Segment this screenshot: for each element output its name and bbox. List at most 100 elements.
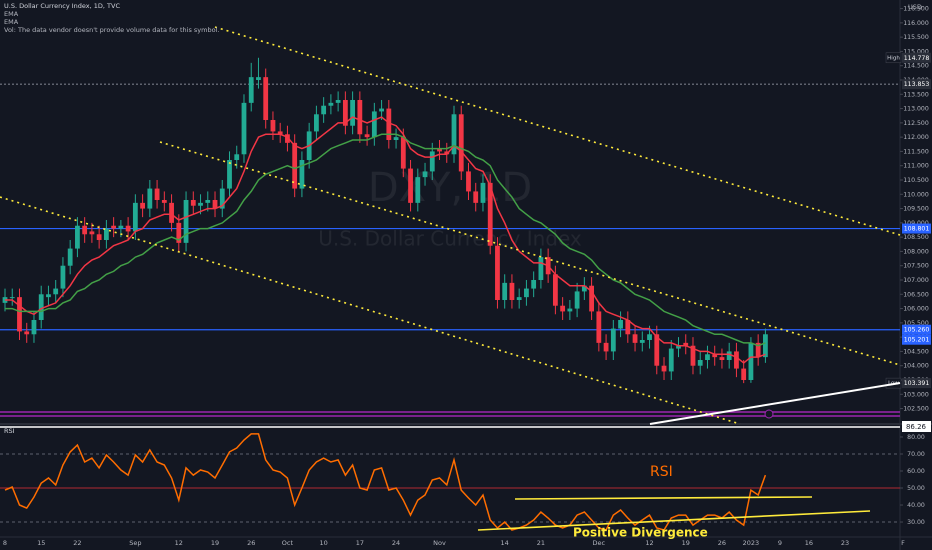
y-tick-label: 113.000 bbox=[903, 106, 929, 113]
candle-body bbox=[495, 245, 500, 300]
y-tick-label: 112.000 bbox=[903, 134, 929, 141]
y-tick-label: 116.500 bbox=[903, 6, 929, 13]
candle-body bbox=[516, 297, 522, 300]
candle-body bbox=[321, 105, 327, 115]
candle-body bbox=[400, 137, 406, 169]
candle-body bbox=[234, 154, 240, 160]
candle-body bbox=[357, 100, 363, 135]
candle-body bbox=[292, 142, 298, 189]
candle-body bbox=[386, 108, 392, 140]
candle-body bbox=[705, 354, 710, 360]
candle-body bbox=[437, 148, 442, 152]
candle-body bbox=[589, 285, 594, 312]
candle-body bbox=[219, 188, 225, 209]
candle-body bbox=[560, 305, 566, 312]
rsi-tick-label: 40.00 bbox=[907, 502, 925, 509]
candle-body bbox=[53, 288, 59, 295]
y-tick-label: 109.500 bbox=[903, 206, 929, 213]
y-tick-label: 106.500 bbox=[903, 291, 929, 298]
candle-body bbox=[335, 100, 341, 103]
y-tick-label: 104.000 bbox=[903, 363, 929, 370]
candle-body bbox=[82, 225, 88, 235]
candle-body bbox=[46, 294, 51, 298]
x-tick-label: 12 bbox=[645, 539, 653, 547]
x-tick-label: 26 bbox=[718, 539, 726, 547]
indicator-tag-label: 86.26 bbox=[906, 423, 927, 431]
y-tick-label: 104.500 bbox=[903, 348, 929, 355]
candle-body bbox=[198, 202, 203, 206]
x-tick-label: 15 bbox=[37, 539, 45, 547]
candle-body bbox=[538, 257, 544, 280]
x-tick-label: 8 bbox=[3, 539, 7, 547]
y-tick-label: 109.000 bbox=[903, 220, 929, 227]
annotation: Positive Divergence bbox=[573, 526, 708, 540]
candle-body bbox=[466, 171, 471, 192]
y-tick-label: 113.500 bbox=[903, 91, 929, 98]
candle-body bbox=[618, 320, 623, 329]
candle-body bbox=[299, 160, 305, 189]
price-tag bbox=[902, 334, 931, 345]
rsi-tick-label: 70.00 bbox=[907, 451, 925, 458]
x-tick-label: 17 bbox=[356, 539, 364, 547]
candle-body bbox=[241, 102, 247, 155]
legend-entry: EMA bbox=[4, 10, 19, 18]
y-tick-label: 102.500 bbox=[903, 406, 929, 413]
candle-body bbox=[502, 282, 508, 300]
candle-body bbox=[111, 225, 117, 229]
y-tick-label: 108.000 bbox=[903, 248, 929, 255]
currency-label: USD bbox=[908, 3, 922, 11]
candle-body bbox=[480, 182, 486, 203]
candle-body bbox=[364, 134, 370, 138]
candle-body bbox=[712, 354, 718, 358]
x-tick-label: 22 bbox=[73, 539, 81, 547]
candle-body bbox=[719, 357, 725, 360]
candle-body bbox=[132, 202, 138, 232]
event-icon[interactable] bbox=[764, 409, 774, 419]
price-tag bbox=[902, 324, 931, 335]
candle-body bbox=[444, 151, 450, 155]
y-tick-label: 110.500 bbox=[903, 177, 929, 184]
candle-body bbox=[422, 171, 428, 178]
candle-body bbox=[697, 360, 703, 366]
candle-body bbox=[60, 265, 66, 289]
rsi-label: RSI bbox=[4, 427, 15, 435]
x-tick-label: 16 bbox=[805, 539, 813, 547]
rsi-trend-line bbox=[514, 496, 813, 500]
y-tick-label: 115.500 bbox=[903, 34, 929, 41]
candle-body bbox=[190, 200, 196, 206]
candle-body bbox=[458, 114, 464, 172]
x-tick-label: Nov bbox=[433, 539, 446, 547]
candle-body bbox=[661, 365, 667, 372]
candle-body bbox=[75, 225, 80, 249]
candle-body bbox=[314, 114, 319, 132]
candle-body bbox=[596, 311, 602, 343]
candle-body bbox=[451, 114, 457, 155]
ema-line bbox=[5, 116, 766, 364]
candle-body bbox=[103, 228, 109, 240]
candle-body bbox=[89, 231, 95, 235]
candle-body bbox=[350, 100, 356, 126]
candle-body bbox=[552, 274, 558, 306]
candle-body bbox=[38, 294, 44, 320]
x-tick-label: 2023 bbox=[743, 539, 760, 547]
y-tick-label: 107.000 bbox=[903, 277, 929, 284]
candle-body bbox=[683, 342, 689, 346]
y-tick-label: 112.500 bbox=[903, 120, 929, 127]
y-tick-label: 107.500 bbox=[903, 263, 929, 270]
candle-body bbox=[256, 77, 261, 80]
candle-body bbox=[183, 200, 189, 243]
candle-body bbox=[277, 131, 283, 135]
legend-entry: EMA bbox=[4, 18, 19, 26]
candle-body bbox=[668, 348, 674, 372]
price-tag-label: 103.391 bbox=[904, 380, 930, 387]
price-tag-label: 108.801 bbox=[904, 226, 930, 233]
candle-body bbox=[524, 288, 529, 298]
price-tag bbox=[902, 52, 931, 63]
indicator-tag bbox=[902, 421, 931, 432]
x-tick-label: Dec bbox=[593, 539, 606, 547]
candle-body bbox=[212, 200, 218, 209]
candle-body bbox=[270, 120, 276, 132]
rsi-trend-line bbox=[477, 510, 871, 531]
price-tag-name: High bbox=[887, 55, 900, 61]
